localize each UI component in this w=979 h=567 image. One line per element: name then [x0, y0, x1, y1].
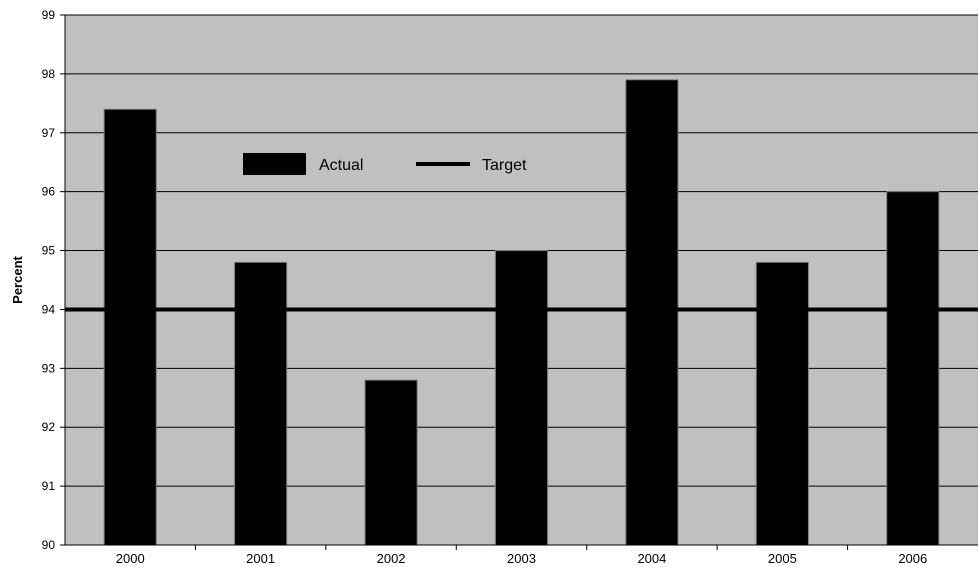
y-tick-label: 91: [42, 479, 56, 493]
x-tick-label: 2004: [637, 551, 666, 566]
y-axis-ticks: 90 91 92 93 94 95 96 97 98 99: [42, 8, 65, 552]
y-tick-label: 94: [42, 302, 56, 316]
y-tick-label: 99: [42, 8, 56, 22]
legend-label-target: Target: [482, 157, 527, 174]
legend-swatch-actual: [243, 153, 306, 175]
y-axis-title: Percent: [10, 255, 25, 303]
y-tick-label: 93: [42, 361, 56, 375]
y-tick-label: 92: [42, 420, 56, 434]
x-tick-label: 2006: [898, 551, 927, 566]
bar-2002: [364, 379, 418, 546]
bar-2003: [494, 250, 549, 546]
y-tick-label: 95: [42, 244, 56, 258]
x-tick-label: 2005: [768, 551, 797, 566]
y-tick-label: 96: [42, 185, 56, 199]
bar-2005: [755, 261, 809, 546]
bar-2001: [234, 261, 288, 546]
x-axis-ticks: 2000 2001 2002 2003 2004 2005 2006: [116, 545, 927, 566]
bar-2000: [103, 108, 157, 546]
x-tick-label: 2003: [507, 551, 536, 566]
bar-2006: [886, 191, 940, 546]
x-tick-label: 2000: [116, 551, 145, 566]
bar-2004: [625, 79, 679, 546]
y-tick-label: 98: [42, 67, 56, 81]
x-tick-label: 2002: [377, 551, 406, 566]
legend-label-actual: Actual: [319, 157, 363, 174]
y-tick-label: 97: [42, 126, 56, 140]
legend: Actual Target: [243, 153, 527, 175]
x-tick-label: 2001: [246, 551, 275, 566]
y-tick-label: 90: [42, 538, 56, 552]
